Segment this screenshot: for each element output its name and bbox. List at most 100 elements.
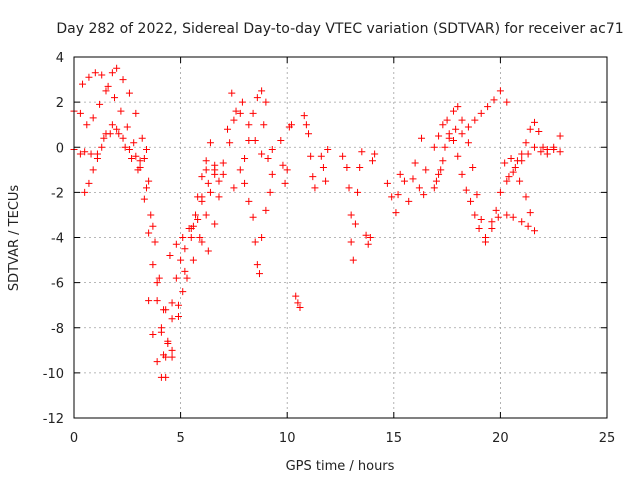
- data-point: [113, 125, 121, 133]
- data-point: [475, 224, 483, 232]
- y-tick-label: -4: [51, 232, 64, 247]
- data-point: [409, 175, 417, 183]
- data-point: [232, 107, 240, 115]
- y-tick-label: 0: [56, 141, 64, 156]
- data-point: [168, 315, 176, 323]
- data-point: [501, 159, 509, 167]
- data-point: [172, 240, 180, 248]
- data-point: [202, 211, 210, 219]
- data-point: [464, 139, 472, 147]
- data-point: [292, 292, 300, 300]
- data-point: [537, 148, 545, 156]
- data-point: [132, 109, 140, 117]
- data-point: [362, 231, 370, 239]
- data-point: [140, 155, 148, 163]
- data-point: [258, 150, 266, 158]
- data-point: [83, 121, 91, 129]
- data-point: [145, 229, 153, 237]
- data-point: [187, 234, 195, 241]
- data-point: [392, 209, 400, 217]
- data-point: [490, 96, 498, 104]
- data-point: [153, 358, 161, 366]
- data-point: [136, 157, 144, 165]
- data-point: [108, 69, 116, 77]
- data-point: [149, 222, 157, 230]
- chart-title: Day 282 of 2022, Sidereal Day-to-day VTE…: [56, 21, 623, 37]
- data-point: [253, 94, 261, 102]
- data-point: [449, 136, 457, 144]
- data-point: [76, 109, 84, 117]
- data-point: [471, 211, 479, 219]
- data-point: [319, 164, 327, 172]
- data-point: [132, 152, 140, 160]
- data-point: [241, 179, 249, 187]
- data-point: [202, 166, 210, 174]
- data-point: [345, 184, 353, 192]
- data-point: [311, 184, 319, 192]
- y-tick-label: -2: [51, 186, 64, 201]
- data-point: [300, 112, 308, 120]
- data-point: [464, 123, 472, 131]
- data-point: [430, 184, 438, 192]
- data-point: [287, 121, 295, 129]
- data-point: [531, 227, 539, 235]
- tick-labels: 0 5 10 15 20 25 -12 -10 -8 -6 -4 -2 0 2 4: [43, 51, 616, 446]
- data-point: [322, 177, 330, 185]
- data-point: [347, 238, 355, 246]
- data-point: [509, 213, 517, 221]
- data-point: [262, 206, 270, 214]
- data-point: [281, 179, 289, 187]
- data-point: [111, 94, 119, 102]
- data-point: [125, 146, 133, 154]
- x-axis-label: GPS time / hours: [286, 459, 395, 474]
- data-point: [535, 127, 543, 135]
- data-point: [142, 146, 150, 154]
- data-point: [119, 134, 127, 142]
- grid-lines: [74, 57, 607, 418]
- data-point: [206, 139, 214, 147]
- data-point: [509, 168, 517, 176]
- data-point: [496, 188, 504, 196]
- y-tick-label: 2: [56, 96, 64, 111]
- data-point: [430, 143, 438, 151]
- data-point: [138, 134, 146, 142]
- data-point: [85, 179, 93, 187]
- data-point: [198, 173, 206, 181]
- data-point: [230, 184, 238, 192]
- data-point: [106, 130, 114, 138]
- data-point: [441, 143, 449, 151]
- data-point: [449, 107, 457, 115]
- data-point: [452, 125, 460, 133]
- data-point: [219, 159, 227, 167]
- data-point: [383, 179, 391, 187]
- data-point: [539, 143, 547, 151]
- data-point: [305, 130, 313, 138]
- data-point: [194, 215, 202, 223]
- y-tick-label: -12: [43, 412, 64, 427]
- data-point: [473, 191, 481, 199]
- data-point: [503, 98, 511, 106]
- data-point: [415, 184, 423, 192]
- data-point: [439, 121, 447, 129]
- data-point: [241, 155, 249, 163]
- data-point: [149, 331, 157, 339]
- x-tick-label: 0: [70, 431, 78, 446]
- data-point: [522, 139, 530, 147]
- data-point: [388, 193, 396, 201]
- y-tick-label: -8: [51, 322, 64, 337]
- data-point: [249, 213, 257, 221]
- data-point: [251, 238, 259, 246]
- data-point: [136, 164, 144, 172]
- data-point: [89, 114, 97, 122]
- data-point: [93, 150, 101, 158]
- data-point: [117, 107, 125, 115]
- data-point: [100, 134, 108, 142]
- data-point: [458, 130, 466, 138]
- x-tick-label: 10: [279, 431, 296, 446]
- data-point: [556, 132, 564, 140]
- data-point: [550, 146, 558, 154]
- data-point: [339, 152, 347, 160]
- data-point: [531, 143, 539, 151]
- data-point: [439, 157, 447, 165]
- data-point: [98, 71, 106, 79]
